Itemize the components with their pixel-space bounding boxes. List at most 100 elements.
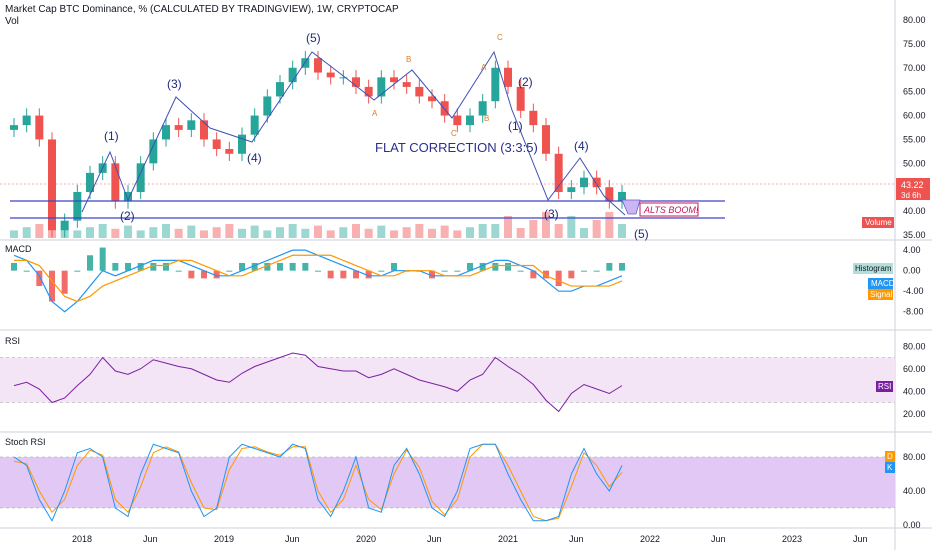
candle-body <box>225 149 234 154</box>
candle-body <box>10 125 18 130</box>
flat-b2-label: B <box>484 114 489 123</box>
volume-bar <box>124 225 132 238</box>
last-price-value: 43.22 <box>901 180 924 190</box>
macd-histogram-bar <box>175 270 182 272</box>
price-tick-label: 65.00 <box>903 87 926 97</box>
time-tick-label: 2019 <box>214 534 234 544</box>
volume-bar <box>377 225 386 238</box>
candle-body <box>402 82 411 87</box>
time-tick-label: Jun <box>711 534 726 544</box>
volume-bar <box>111 228 120 238</box>
macd-histogram-bar <box>11 262 17 271</box>
macd-histogram-bar <box>353 270 359 279</box>
macd-histogram-bar <box>454 270 461 272</box>
macd-histogram-bar <box>36 270 43 287</box>
macd-legend: Histogram MACD Signal <box>853 263 895 300</box>
candle-body <box>415 86 424 97</box>
wave-1-label: (1) <box>104 129 119 143</box>
wave-sub4-label: (4) <box>574 139 589 153</box>
macd-tick-label: -8.00 <box>903 307 924 317</box>
candle-body <box>352 77 360 87</box>
macd-histogram-bar <box>277 262 283 271</box>
candle-body <box>466 115 474 126</box>
price-tick-label: 80.00 <box>903 15 926 25</box>
candle-body <box>478 101 487 116</box>
volume-bar <box>478 224 487 238</box>
candle-body <box>390 77 398 83</box>
macd-histogram-bar <box>112 262 119 271</box>
price-tick-label: 40.00 <box>903 206 926 216</box>
candle-body <box>288 67 297 83</box>
time-axis: 2018 Jun 2019 Jun 2020 Jun 2021 Jun 2022 Jun 2023 J… <box>72 534 868 544</box>
alts-boom-label: ALTS BOOM! <box>643 205 699 215</box>
stoch-tick-label: 40.00 <box>903 486 926 496</box>
candle-body <box>301 58 310 68</box>
macd-histogram-bar <box>555 270 562 287</box>
price-tick-label: 35.00 <box>903 230 926 240</box>
candle-body <box>339 77 348 79</box>
volume-bar <box>136 230 145 238</box>
wave-sub5-label: (5) <box>634 227 649 241</box>
volume-badge-text: Volume <box>865 218 892 227</box>
rsi-line <box>0 352 895 413</box>
stoch-legend: D K <box>885 451 895 473</box>
stoch-rsi-lines <box>0 443 895 522</box>
candle-body <box>35 115 44 140</box>
volume-bar <box>453 230 462 238</box>
macd-histogram-bar <box>543 270 549 279</box>
candle-body <box>200 120 208 140</box>
macd-histogram-bar <box>302 262 309 271</box>
macd-histogram-bar <box>581 270 587 272</box>
volume-label: Vol <box>5 16 19 27</box>
macd-histogram-bar <box>213 270 220 279</box>
macd-histogram-bar <box>530 270 537 279</box>
macd-histogram-bar <box>467 262 473 271</box>
macd-histogram-bar <box>239 262 245 271</box>
volume-bar <box>314 225 322 238</box>
macd-histogram-bar <box>479 262 486 271</box>
macd-histogram-bar <box>378 270 385 272</box>
time-tick-label: Jun <box>853 534 868 544</box>
flat-a2-label: A <box>481 63 487 72</box>
volume-bar <box>35 224 44 238</box>
time-tick-label: 2023 <box>782 534 802 544</box>
macd-histogram-bar <box>125 262 131 271</box>
volume-bar <box>263 230 272 238</box>
candle-body <box>263 96 272 116</box>
stoch-legend-k: K <box>887 463 893 472</box>
volume-bar <box>200 230 208 238</box>
volume-bar <box>605 212 614 238</box>
time-tick-label: 2018 <box>72 534 92 544</box>
volume-bar <box>73 230 82 238</box>
candle-body <box>504 67 512 87</box>
flat-correction-annotation: FLAT CORRECTION (3:3:5) <box>375 140 538 155</box>
candle-body <box>124 192 132 202</box>
macd-histogram-bar <box>201 270 207 279</box>
candle-body <box>174 125 183 130</box>
macd-histogram-bar <box>74 270 81 272</box>
candle-body <box>592 177 601 188</box>
macd-histogram-bar <box>391 262 397 271</box>
stoch-k-line <box>13 443 623 522</box>
rsi-legend: RSI <box>876 381 893 392</box>
stoch-d-line <box>13 443 623 522</box>
candle-body <box>529 110 538 126</box>
macd-tick-label: -4.00 <box>903 286 924 296</box>
candle-body <box>377 77 386 97</box>
macd-histogram-bar <box>365 270 372 279</box>
volume-bar <box>250 225 259 238</box>
time-tick-label: 2022 <box>640 534 660 544</box>
macd-histogram-bar <box>61 270 68 294</box>
macd-histogram-bar <box>568 270 575 279</box>
wave-5-label: (5) <box>306 31 321 45</box>
volume-bar <box>352 224 360 238</box>
candle-body <box>453 115 462 126</box>
volume-bar <box>402 227 411 238</box>
candle-body <box>567 187 576 192</box>
candle-body <box>73 192 82 221</box>
time-tick-label: Jun <box>143 534 158 544</box>
rsi-band <box>0 357 895 403</box>
time-tick-label: 2020 <box>356 534 376 544</box>
macd-histogram-bar <box>593 270 600 272</box>
